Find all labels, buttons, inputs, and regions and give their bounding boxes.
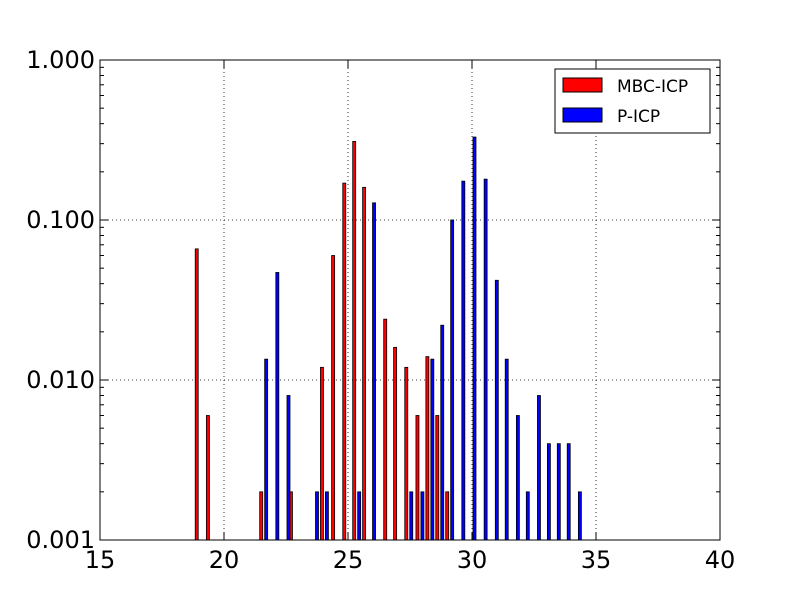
plot-frame (99, 59, 721, 541)
bar-mbc-icp (205, 415, 210, 541)
bar-p-icp (315, 491, 319, 541)
bar-mbc-icp (362, 186, 367, 541)
bar-p-icp (325, 491, 329, 541)
y-tick-label: 0.001 (26, 526, 95, 554)
bar-p-icp (546, 443, 551, 541)
bar-p-icp (556, 443, 561, 541)
bar-mbc-icp (393, 346, 398, 541)
ticks (99, 59, 721, 541)
bar-mbc-icp (404, 366, 409, 541)
grid (100, 60, 720, 540)
legend-swatch-p-icp (562, 107, 603, 123)
bar-p-icp (430, 358, 435, 541)
bar-p-icp (525, 491, 530, 541)
bar-p-icp (472, 136, 477, 541)
bar-p-icp (537, 395, 541, 541)
bar-mbc-icp (445, 491, 450, 541)
bar-p-icp (494, 279, 499, 541)
y-tick-labels: 0.001 0.010 0.100 1.000 (26, 46, 95, 554)
bar-p-icp (264, 358, 269, 541)
bar-p-icp (372, 202, 376, 541)
bar-p-icp (275, 272, 280, 541)
legend: MBC-ICP P-ICP (554, 68, 711, 134)
legend-swatch-mbc-icp (562, 77, 603, 93)
x-tick-label: 35 (581, 546, 612, 574)
bar-mbc-icp (194, 248, 199, 541)
bar-mbc-icp (435, 415, 440, 541)
y-tick-label: 1.000 (26, 46, 95, 74)
x-tick-label: 15 (85, 546, 116, 574)
bar-mbc-icp (352, 140, 357, 541)
legend-label-mbc-icp: MBC-ICP (617, 77, 688, 97)
x-tick-label: 40 (705, 546, 736, 574)
bar-p-icp (515, 415, 520, 541)
x-tick-label: 25 (333, 546, 364, 574)
bar-mbc-icp (342, 182, 347, 541)
bar-mbc-icp (383, 318, 388, 541)
bar-p-icp (357, 491, 362, 541)
bar-p-icp (504, 358, 509, 541)
y-tick-label: 0.100 (26, 206, 95, 234)
x-tick-label: 30 (457, 546, 488, 574)
x-tick-labels: 15 20 25 30 35 40 (85, 546, 736, 574)
bar-mbc-icp (415, 415, 420, 541)
legend-label-p-icp: P-ICP (617, 107, 660, 127)
bar-p-icp (461, 180, 466, 541)
bar-p-icp (286, 395, 291, 541)
bar-p-icp (483, 178, 488, 541)
bar-mbc-icp (425, 356, 430, 541)
bar-mbc-icp (259, 491, 264, 541)
bar-mbc-icp (331, 255, 336, 541)
bar-p-icp (577, 491, 582, 541)
y-tick-label: 0.010 (26, 366, 95, 394)
bar-p-icp (566, 443, 571, 541)
x-tick-label: 20 (209, 546, 240, 574)
bar-p-icp (409, 491, 414, 541)
bar-mbc-icp (320, 366, 324, 541)
bar-p-icp (450, 219, 455, 541)
bar-p-icp (440, 324, 445, 541)
bars (194, 136, 582, 541)
bar-p-icp (420, 491, 425, 541)
